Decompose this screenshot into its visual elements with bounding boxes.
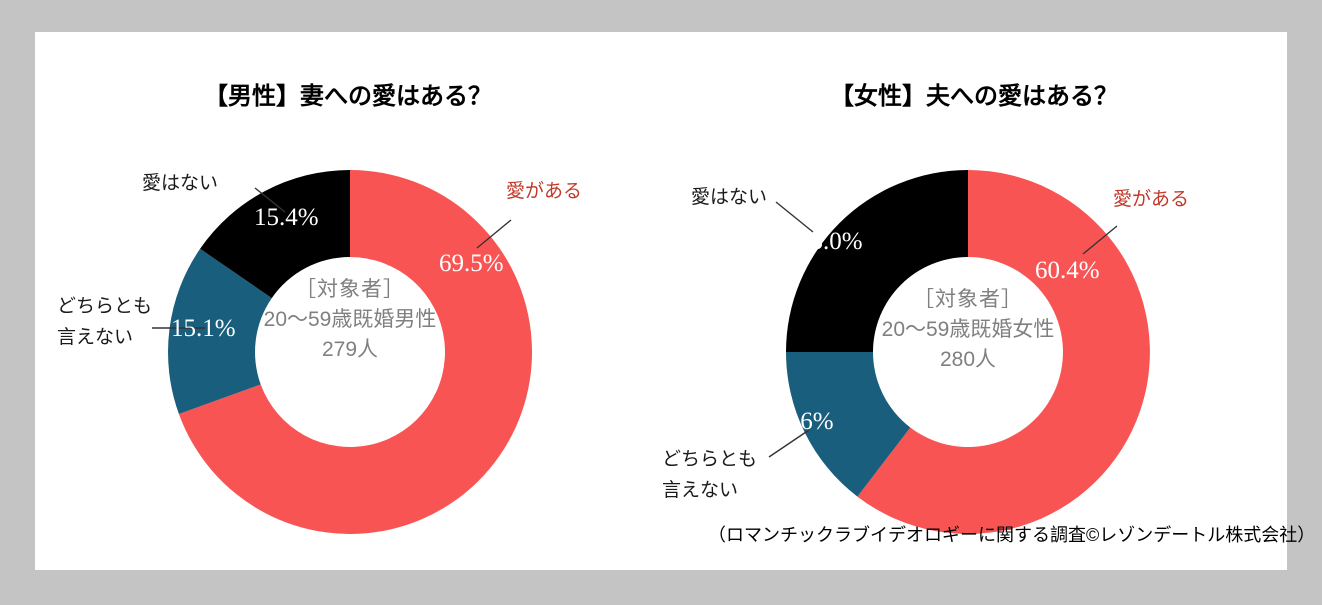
- category-label-neutral-male: どちらとも 言えない: [57, 291, 152, 354]
- donut-segment-love-no-female[interactable]: [786, 170, 968, 352]
- leader-line-love-no-male: [254, 187, 286, 213]
- center-info-female: ［対象者］ 20〜59歳既婚女性 280人: [833, 285, 1103, 374]
- donut-chart-female: [661, 32, 1287, 570]
- donut-segment-neutral-female[interactable]: [786, 352, 911, 497]
- donut-chart-male: [35, 32, 661, 570]
- leader-line-neutral-female: [768, 429, 810, 458]
- donut-segment-love-yes-male[interactable]: [178, 170, 533, 534]
- category-label-neutral-female-line2: 言えない: [662, 480, 739, 502]
- pct-label-love-yes-male: 69.5%: [439, 250, 504, 277]
- category-label-love-no-male: 愛はない: [142, 173, 219, 194]
- donut-segment-neutral-male[interactable]: [168, 248, 272, 414]
- category-label-love-yes-male: 愛がある: [506, 181, 583, 202]
- center-info-female-line2: 20〜59歳既婚女性: [881, 317, 1055, 341]
- leader-lines-female: [768, 201, 1118, 458]
- center-info-male-line1: ［対象者］: [295, 278, 405, 301]
- center-info-male: ［対象者］ 20〜59歳既婚男性 279人: [215, 275, 485, 364]
- leader-line-love-no-female: [775, 201, 814, 233]
- pct-label-neutral-female: 14.6%: [769, 408, 834, 435]
- category-label-love-no-female: 愛はない: [691, 187, 768, 208]
- pct-label-love-yes-female: 60.4%: [1035, 257, 1100, 284]
- leader-lines-male: [152, 187, 512, 329]
- source-footnote: （ロマンチックラブイデオロギーに関する調査©レゾンデートル株式会社）: [708, 525, 1316, 545]
- center-info-female-line1: ［対象者］: [913, 288, 1023, 311]
- center-info-female-line3: 280人: [939, 347, 997, 371]
- pct-label-love-no-female: 25.0%: [798, 228, 863, 255]
- category-label-neutral-male-line1: どちらとも: [57, 296, 153, 317]
- leader-line-love-yes-female: [1082, 225, 1118, 255]
- leader-line-love-yes-male: [476, 219, 512, 249]
- chart-title-male: 【男性】妻への愛はある？: [204, 83, 492, 110]
- chart-card: 【男性】妻への愛はある？ 69.5%: [35, 32, 1315, 570]
- category-label-love-yes-female: 愛がある: [1113, 189, 1190, 210]
- donut-segment-love-yes-female[interactable]: [857, 170, 1150, 534]
- center-info-male-line2: 20〜59歳既婚男性: [263, 307, 437, 331]
- category-label-neutral-female: どちらとも 言えない: [662, 444, 757, 507]
- pct-label-neutral-male: 15.1%: [171, 315, 236, 342]
- donut-svg-male: [152, 170, 533, 534]
- center-info-male-line3: 279人: [321, 337, 379, 361]
- donut-segment-love-no-male[interactable]: [200, 170, 350, 299]
- chart-title-female: 【女性】夫への愛はある？: [830, 83, 1118, 110]
- category-label-neutral-male-line2: 言えない: [57, 327, 134, 349]
- category-label-neutral-female-line1: どちらとも: [662, 449, 758, 470]
- chart-panel-female: 【女性】夫への愛はある？ 60.4%: [661, 32, 1287, 570]
- pct-label-love-no-male: 15.4%: [254, 204, 319, 231]
- donut-svg-female: [768, 170, 1150, 534]
- chart-panel-male: 【男性】妻への愛はある？ 69.5%: [35, 32, 661, 570]
